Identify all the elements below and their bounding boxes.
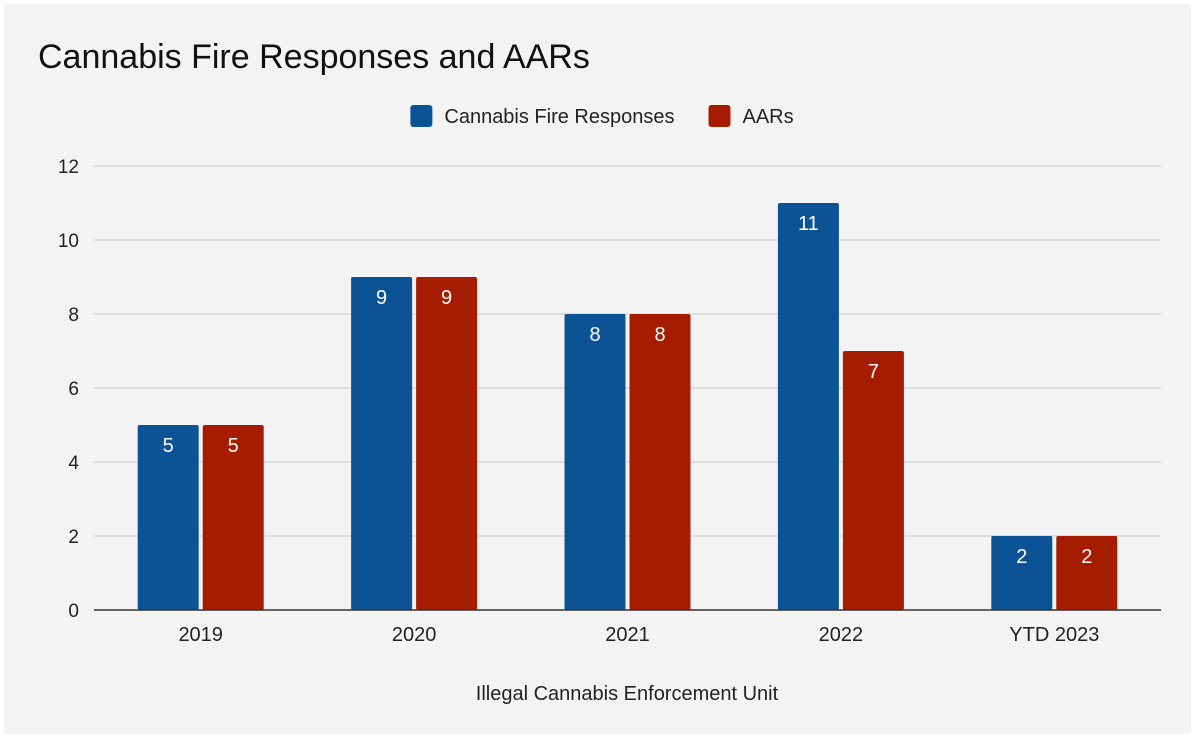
x-tick-label: 2019 [178, 624, 223, 646]
bar [202, 425, 264, 610]
bar [416, 277, 478, 610]
y-tick-label: 2 [68, 527, 79, 548]
chart-title: Cannabis Fire Responses and AARs [38, 38, 590, 76]
data-label: 2 [1016, 546, 1027, 568]
bar [842, 351, 904, 610]
data-label: 8 [654, 324, 665, 346]
legend-item: Cannabis Fire Responses [410, 105, 675, 128]
y-tick-label: 10 [58, 231, 79, 252]
bar [564, 314, 626, 610]
bars [137, 203, 1118, 610]
x-tick-label: 2020 [392, 624, 437, 646]
y-tick-label: 0 [68, 601, 79, 622]
bar [351, 277, 413, 610]
y-tick-label: 6 [68, 379, 79, 400]
y-tick-label: 12 [58, 157, 79, 178]
y-tick-label: 8 [68, 305, 79, 326]
legend-swatch [410, 105, 433, 127]
legend-label: AARs [743, 106, 794, 128]
data-label: 5 [228, 435, 239, 457]
bar [137, 425, 199, 610]
legend-label: Cannabis Fire Responses [444, 106, 674, 128]
bar [991, 536, 1053, 610]
data-label: 9 [376, 287, 387, 309]
x-tick-label: 2021 [605, 624, 650, 646]
data-label: 7 [868, 361, 879, 383]
gridlines [94, 165, 1161, 537]
y-axis-ticks: 0 2 4 6 8 10 12 [58, 157, 80, 622]
x-axis-ticks: 2019 2020 2021 2022 YTD 2023 [178, 624, 1099, 646]
y-tick-label: 4 [68, 453, 79, 474]
bar [629, 314, 691, 610]
legend-item: AARs [708, 105, 794, 128]
data-label: 8 [589, 324, 600, 346]
bar [1056, 536, 1118, 610]
data-label: 5 [163, 435, 174, 457]
data-labels: 5 5 9 9 8 8 11 7 2 2 [163, 213, 1093, 568]
data-label: 9 [441, 287, 452, 309]
legend: Cannabis Fire Responses AARs [410, 105, 794, 128]
legend-swatch [708, 105, 731, 127]
x-axis-title: Illegal Cannabis Enforcement Unit [476, 683, 779, 705]
bar [777, 203, 839, 610]
data-label: 2 [1081, 546, 1092, 568]
x-tick-label: 2022 [819, 624, 864, 646]
data-label: 11 [798, 213, 819, 235]
x-tick-label: YTD 2023 [1009, 624, 1099, 646]
